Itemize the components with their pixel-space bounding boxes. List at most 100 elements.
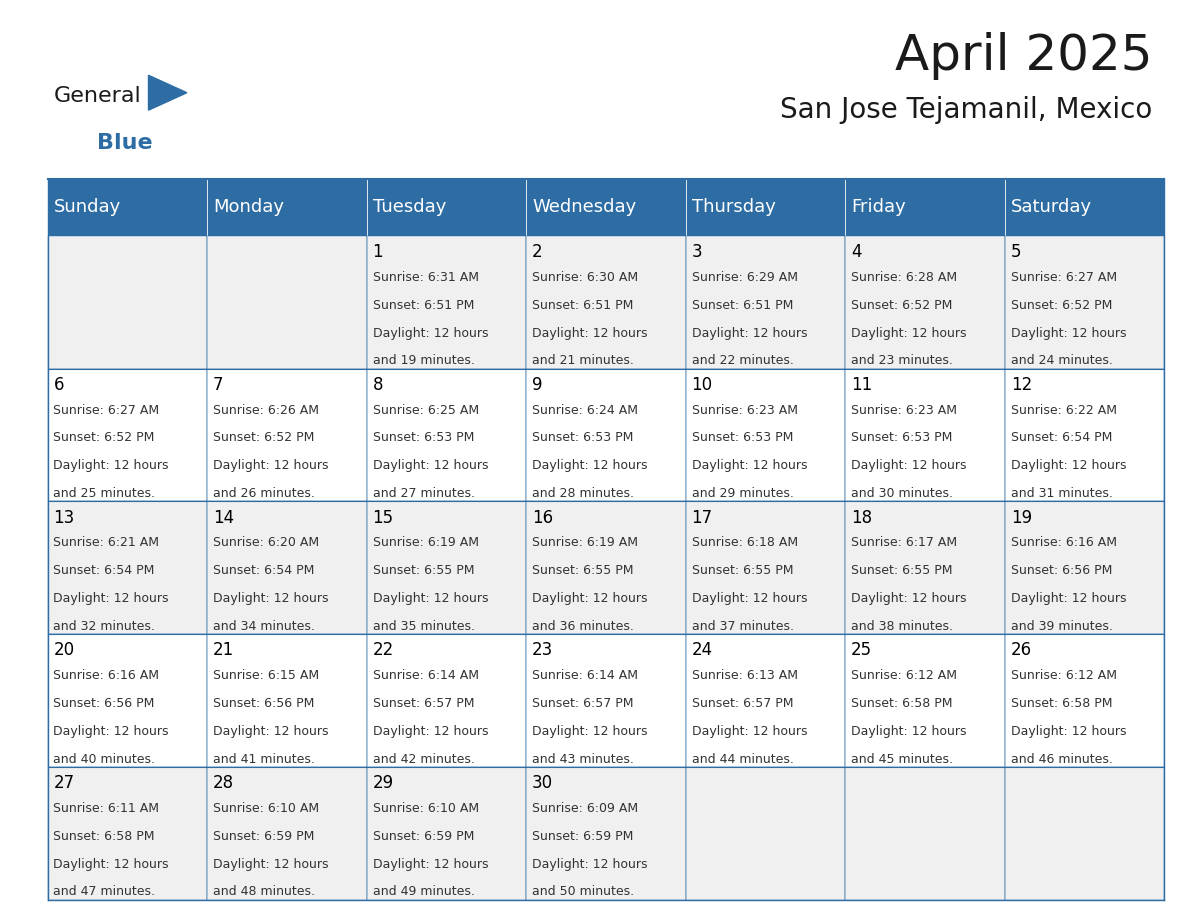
Bar	[48, 179, 207, 236]
Text: 21: 21	[213, 642, 234, 659]
Text: 11: 11	[851, 376, 872, 394]
Text: 4: 4	[851, 243, 861, 262]
Text: 24: 24	[691, 642, 713, 659]
Text: 6: 6	[53, 376, 64, 394]
Bar	[526, 501, 685, 634]
Text: 30: 30	[532, 774, 554, 792]
Text: and 36 minutes.: and 36 minutes.	[532, 620, 634, 633]
Text: 10: 10	[691, 376, 713, 394]
Text: Sunday: Sunday	[53, 198, 121, 217]
Text: Sunset: 6:52 PM: Sunset: 6:52 PM	[53, 431, 154, 444]
Text: Sunset: 6:58 PM: Sunset: 6:58 PM	[1011, 697, 1112, 710]
Text: and 38 minutes.: and 38 minutes.	[851, 620, 953, 633]
Text: Sunrise: 6:16 AM: Sunrise: 6:16 AM	[53, 669, 159, 682]
Text: 29: 29	[373, 774, 393, 792]
Text: 2: 2	[532, 243, 543, 262]
Text: and 31 minutes.: and 31 minutes.	[1011, 487, 1112, 500]
Text: Sunrise: 6:21 AM: Sunrise: 6:21 AM	[53, 536, 159, 549]
Text: Sunrise: 6:19 AM: Sunrise: 6:19 AM	[532, 536, 638, 549]
Text: Wednesday: Wednesday	[532, 198, 637, 217]
Text: Sunset: 6:52 PM: Sunset: 6:52 PM	[1011, 298, 1112, 312]
Text: Sunrise: 6:30 AM: Sunrise: 6:30 AM	[532, 271, 638, 284]
Text: Sunrise: 6:29 AM: Sunrise: 6:29 AM	[691, 271, 797, 284]
Text: Daylight: 12 hours: Daylight: 12 hours	[532, 592, 647, 605]
Text: Daylight: 12 hours: Daylight: 12 hours	[1011, 725, 1126, 738]
Text: 1: 1	[373, 243, 384, 262]
Text: 5: 5	[1011, 243, 1022, 262]
Bar	[526, 767, 685, 900]
Text: Sunset: 6:58 PM: Sunset: 6:58 PM	[851, 697, 953, 710]
Text: and 22 minutes.: and 22 minutes.	[691, 354, 794, 367]
Text: and 35 minutes.: and 35 minutes.	[373, 620, 474, 633]
Text: 9: 9	[532, 376, 543, 394]
Text: Saturday: Saturday	[1011, 198, 1092, 217]
Bar	[685, 501, 845, 634]
Text: Sunset: 6:54 PM: Sunset: 6:54 PM	[53, 565, 154, 577]
Text: Daylight: 12 hours: Daylight: 12 hours	[373, 459, 488, 472]
Bar	[367, 179, 526, 236]
Text: Daylight: 12 hours: Daylight: 12 hours	[373, 327, 488, 340]
Text: Sunset: 6:54 PM: Sunset: 6:54 PM	[213, 565, 315, 577]
Text: Sunrise: 6:26 AM: Sunrise: 6:26 AM	[213, 404, 320, 417]
Text: Tuesday: Tuesday	[373, 198, 446, 217]
Bar	[845, 236, 1005, 369]
Text: and 30 minutes.: and 30 minutes.	[851, 487, 953, 500]
Text: Sunrise: 6:19 AM: Sunrise: 6:19 AM	[373, 536, 479, 549]
Bar	[48, 236, 207, 369]
Bar	[1005, 369, 1164, 501]
Text: and 42 minutes.: and 42 minutes.	[373, 753, 474, 766]
Text: and 32 minutes.: and 32 minutes.	[53, 620, 156, 633]
Bar	[1005, 501, 1164, 634]
Text: 28: 28	[213, 774, 234, 792]
Text: Daylight: 12 hours: Daylight: 12 hours	[1011, 327, 1126, 340]
Text: Daylight: 12 hours: Daylight: 12 hours	[213, 592, 329, 605]
Bar	[685, 236, 845, 369]
Text: Sunset: 6:57 PM: Sunset: 6:57 PM	[532, 697, 633, 710]
Text: Sunrise: 6:23 AM: Sunrise: 6:23 AM	[851, 404, 958, 417]
Text: Sunset: 6:53 PM: Sunset: 6:53 PM	[373, 431, 474, 444]
Text: Daylight: 12 hours: Daylight: 12 hours	[1011, 459, 1126, 472]
Text: 16: 16	[532, 509, 554, 527]
Text: Sunrise: 6:14 AM: Sunrise: 6:14 AM	[532, 669, 638, 682]
Text: 8: 8	[373, 376, 383, 394]
Text: Daylight: 12 hours: Daylight: 12 hours	[1011, 592, 1126, 605]
Text: Daylight: 12 hours: Daylight: 12 hours	[373, 725, 488, 738]
Text: Sunrise: 6:28 AM: Sunrise: 6:28 AM	[851, 271, 958, 284]
Text: Sunrise: 6:13 AM: Sunrise: 6:13 AM	[691, 669, 797, 682]
Text: Sunset: 6:59 PM: Sunset: 6:59 PM	[532, 830, 633, 843]
Bar	[367, 634, 526, 767]
Text: Daylight: 12 hours: Daylight: 12 hours	[53, 459, 169, 472]
Text: Sunset: 6:52 PM: Sunset: 6:52 PM	[213, 431, 315, 444]
Bar	[685, 767, 845, 900]
Text: Sunset: 6:56 PM: Sunset: 6:56 PM	[53, 697, 154, 710]
Bar	[685, 369, 845, 501]
Text: and 47 minutes.: and 47 minutes.	[53, 885, 156, 899]
Text: Daylight: 12 hours: Daylight: 12 hours	[851, 459, 967, 472]
Text: San Jose Tejamanil, Mexico: San Jose Tejamanil, Mexico	[781, 96, 1152, 125]
Text: 15: 15	[373, 509, 393, 527]
Bar	[207, 369, 367, 501]
Text: Sunset: 6:58 PM: Sunset: 6:58 PM	[53, 830, 154, 843]
Text: Daylight: 12 hours: Daylight: 12 hours	[851, 725, 967, 738]
Bar	[367, 767, 526, 900]
Bar	[1005, 179, 1164, 236]
Text: Daylight: 12 hours: Daylight: 12 hours	[691, 327, 807, 340]
Bar	[367, 501, 526, 634]
Text: Sunrise: 6:31 AM: Sunrise: 6:31 AM	[373, 271, 479, 284]
Text: Daylight: 12 hours: Daylight: 12 hours	[213, 857, 329, 870]
Bar	[1005, 236, 1164, 369]
Text: Daylight: 12 hours: Daylight: 12 hours	[851, 592, 967, 605]
Text: and 29 minutes.: and 29 minutes.	[691, 487, 794, 500]
Text: and 45 minutes.: and 45 minutes.	[851, 753, 953, 766]
Text: Sunrise: 6:24 AM: Sunrise: 6:24 AM	[532, 404, 638, 417]
Text: Daylight: 12 hours: Daylight: 12 hours	[213, 459, 329, 472]
Text: and 43 minutes.: and 43 minutes.	[532, 753, 634, 766]
Text: Daylight: 12 hours: Daylight: 12 hours	[53, 592, 169, 605]
Text: Sunset: 6:53 PM: Sunset: 6:53 PM	[851, 431, 953, 444]
Text: 14: 14	[213, 509, 234, 527]
Text: Sunset: 6:51 PM: Sunset: 6:51 PM	[373, 298, 474, 312]
Text: 3: 3	[691, 243, 702, 262]
Text: Sunrise: 6:17 AM: Sunrise: 6:17 AM	[851, 536, 958, 549]
Bar	[48, 767, 207, 900]
Text: Thursday: Thursday	[691, 198, 776, 217]
